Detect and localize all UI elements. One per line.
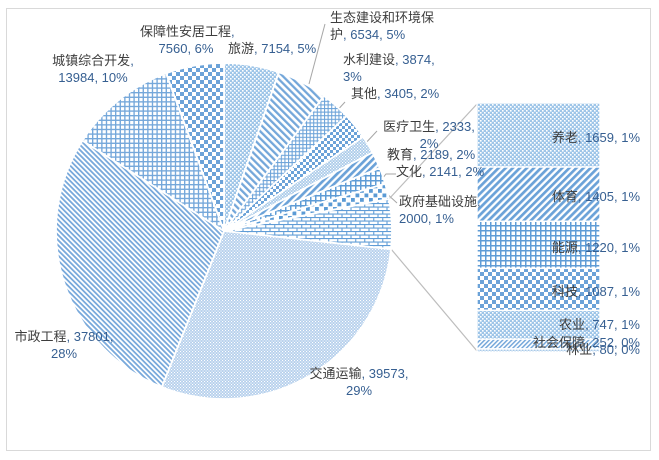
breakout-bar-group [476,102,601,353]
pie-slice-shizheng[interactable] [55,139,225,388]
series-connector-line-4 [388,103,478,200]
bar-segment-keji[interactable] [476,267,601,312]
series-connector-line-5 [390,248,478,352]
bar-segment-tiyu[interactable] [476,166,601,222]
pie-slice-jiaotong[interactable] [160,230,392,400]
pie-group [55,62,393,400]
bar-segment-yanglao[interactable] [476,102,601,168]
bar-segment-shehuibaozhang[interactable] [476,338,601,350]
bar-segment-linye[interactable] [476,348,601,353]
label-leader-line-0 [308,23,326,85]
bar-segment-nengyuan[interactable] [476,220,601,270]
pie-slice-chengzhen[interactable] [81,72,225,232]
pie-slice-baozhang[interactable] [165,62,225,232]
bar-segment-nongye[interactable] [476,309,601,340]
